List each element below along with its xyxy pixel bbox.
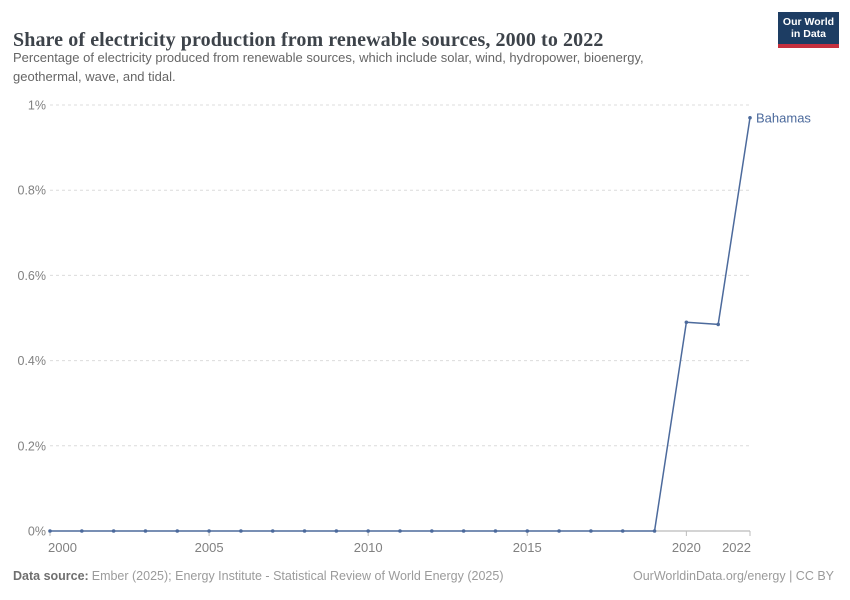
data-point bbox=[80, 529, 84, 533]
x-axis-tick-label: 2005 bbox=[195, 540, 224, 555]
data-point bbox=[366, 529, 370, 533]
data-point bbox=[716, 322, 720, 327]
chart-subtitle-line-2: geothermal, wave, and tidal. bbox=[13, 69, 176, 84]
series-line-bahamas[interactable] bbox=[49, 117, 751, 532]
x-axis-tick-label: 2020 bbox=[672, 540, 701, 555]
data-point bbox=[493, 529, 498, 533]
data-point bbox=[557, 529, 561, 533]
owid-logo[interactable]: Our World in Data bbox=[778, 12, 839, 48]
data-point bbox=[48, 529, 52, 533]
series-end-label[interactable]: Bahamas bbox=[756, 110, 811, 125]
data-source-note: Data source: Ember (2025); Energy Institu… bbox=[13, 569, 503, 583]
data-point bbox=[270, 529, 275, 533]
owid-logo-line-1: Our World bbox=[782, 16, 835, 28]
data-point bbox=[334, 529, 339, 533]
data-point bbox=[620, 529, 625, 533]
y-axis-tick-label: 1% bbox=[28, 99, 46, 113]
data-point bbox=[111, 529, 116, 533]
data-point bbox=[143, 529, 148, 533]
chart-title: Share of electricity production from ren… bbox=[13, 29, 604, 52]
data-point bbox=[589, 529, 593, 533]
chart-subtitle: Percentage of electricity produced from … bbox=[13, 48, 773, 86]
data-point bbox=[239, 529, 243, 533]
data-source-text: Ember (2025); Energy Institute - Statist… bbox=[91, 569, 504, 583]
data-source-label: Data source: bbox=[13, 569, 89, 583]
x-axis-tick-label: 2000 bbox=[48, 540, 77, 555]
y-axis-tick-label: 0.4% bbox=[18, 354, 47, 368]
y-axis-tick-label: 0% bbox=[28, 525, 46, 539]
y-axis-tick-label: 0.2% bbox=[18, 439, 47, 453]
data-point bbox=[652, 529, 657, 533]
attribution-link[interactable]: OurWorldinData.org/energy | CC BY bbox=[632, 569, 834, 583]
chart-subtitle-line-1: Percentage of electricity produced from … bbox=[13, 50, 644, 65]
data-point bbox=[175, 529, 180, 533]
data-point bbox=[398, 529, 402, 533]
data-point bbox=[207, 529, 211, 533]
owid-logo-line-2: in Data bbox=[790, 28, 826, 40]
data-point bbox=[525, 529, 530, 533]
y-axis-tick-label: 0.6% bbox=[18, 269, 47, 283]
y-axis-tick-label: 0.8% bbox=[18, 184, 47, 198]
data-point bbox=[748, 115, 752, 120]
data-point bbox=[461, 529, 466, 533]
x-axis-tick-label: 2022 bbox=[722, 540, 751, 555]
data-point bbox=[302, 529, 307, 533]
x-axis-tick-label: 2015 bbox=[513, 540, 542, 555]
data-point bbox=[684, 320, 689, 325]
data-point bbox=[430, 529, 434, 533]
x-axis-tick-label: 2010 bbox=[354, 540, 383, 555]
